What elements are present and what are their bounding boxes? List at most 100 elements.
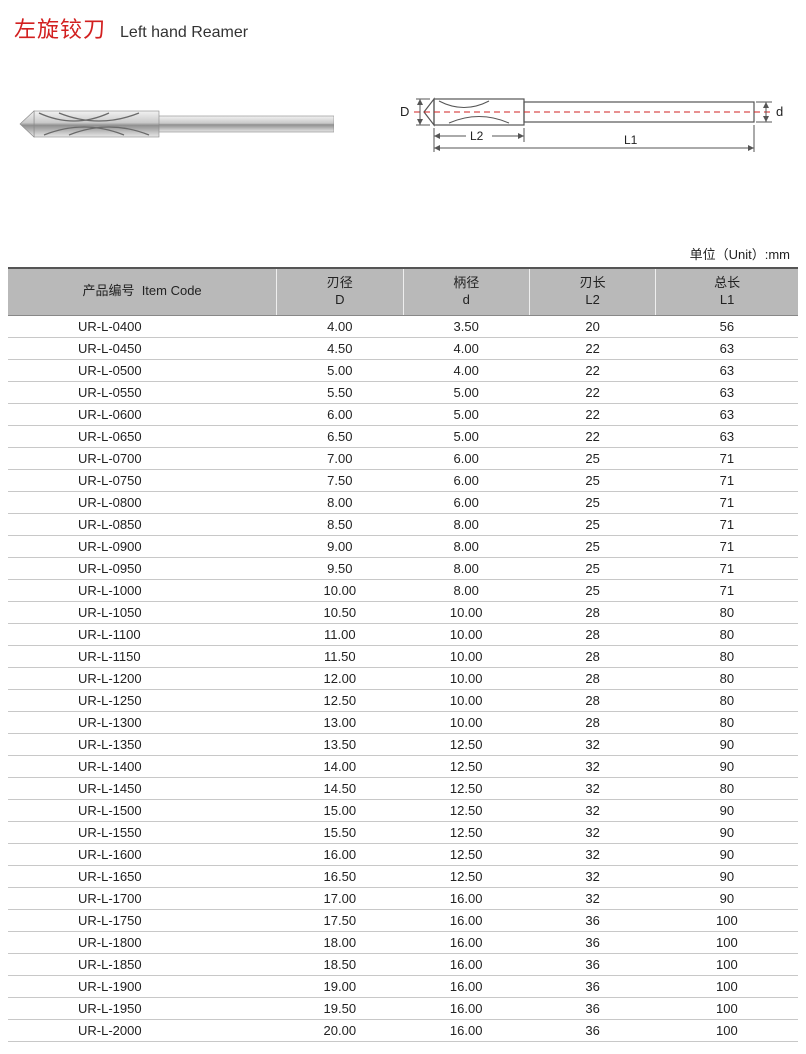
cell-L1: 100 — [656, 975, 798, 997]
table-row: UR-L-05505.505.002263 — [8, 381, 798, 403]
table-row: UR-L-180018.0016.0036100 — [8, 931, 798, 953]
cell-d: 16.00 — [403, 1019, 529, 1041]
cell-code: UR-L-1750 — [8, 909, 277, 931]
cell-D: 11.00 — [277, 623, 403, 645]
cell-code: UR-L-1550 — [8, 821, 277, 843]
label-L2: L2 — [470, 129, 484, 143]
table-row: UR-L-115011.5010.002880 — [8, 645, 798, 667]
cell-d: 6.00 — [403, 447, 529, 469]
cell-L2: 32 — [529, 865, 655, 887]
hdr-L2: 刃长 L2 — [529, 268, 655, 315]
cell-L1: 63 — [656, 403, 798, 425]
cell-code: UR-L-1200 — [8, 667, 277, 689]
cell-code: UR-L-1650 — [8, 865, 277, 887]
hdr-D: 刃径 D — [277, 268, 403, 315]
table-row: UR-L-170017.0016.003290 — [8, 887, 798, 909]
cell-L2: 28 — [529, 711, 655, 733]
table-header: 产品编号 Item Code 刃径 D 柄径 d 刃长 L2 总长 L1 — [8, 268, 798, 315]
cell-L2: 20 — [529, 315, 655, 337]
cell-L2: 22 — [529, 359, 655, 381]
cell-L1: 80 — [656, 689, 798, 711]
cell-L1: 80 — [656, 623, 798, 645]
cell-code: UR-L-1150 — [8, 645, 277, 667]
cell-d: 10.00 — [403, 601, 529, 623]
cell-code: UR-L-0750 — [8, 469, 277, 491]
cell-D: 13.00 — [277, 711, 403, 733]
cell-D: 10.50 — [277, 601, 403, 623]
cell-L1: 100 — [656, 997, 798, 1019]
cell-d: 8.00 — [403, 579, 529, 601]
cell-L2: 32 — [529, 821, 655, 843]
table-row: UR-L-195019.5016.0036100 — [8, 997, 798, 1019]
table-row: UR-L-07007.006.002571 — [8, 447, 798, 469]
table-row: UR-L-200020.0016.0036100 — [8, 1019, 798, 1041]
table-row: UR-L-155015.5012.503290 — [8, 821, 798, 843]
cell-L1: 80 — [656, 667, 798, 689]
cell-L1: 56 — [656, 315, 798, 337]
table-row: UR-L-07507.506.002571 — [8, 469, 798, 491]
table-row: UR-L-09509.508.002571 — [8, 557, 798, 579]
cell-d: 5.00 — [403, 425, 529, 447]
cell-d: 16.00 — [403, 975, 529, 997]
cell-code: UR-L-1300 — [8, 711, 277, 733]
cell-code: UR-L-1500 — [8, 799, 277, 821]
cell-code: UR-L-1100 — [8, 623, 277, 645]
table-row: UR-L-150015.0012.503290 — [8, 799, 798, 821]
cell-code: UR-L-1900 — [8, 975, 277, 997]
title-en: Left hand Reamer — [120, 24, 248, 42]
cell-D: 14.50 — [277, 777, 403, 799]
cell-d: 8.00 — [403, 557, 529, 579]
table-row: UR-L-105010.5010.002880 — [8, 601, 798, 623]
cell-L1: 90 — [656, 865, 798, 887]
cell-d: 3.50 — [403, 315, 529, 337]
cell-L1: 80 — [656, 645, 798, 667]
cell-d: 6.00 — [403, 491, 529, 513]
cell-code: UR-L-1700 — [8, 887, 277, 909]
cell-D: 18.50 — [277, 953, 403, 975]
cell-L2: 25 — [529, 491, 655, 513]
cell-code: UR-L-2000 — [8, 1019, 277, 1041]
cell-D: 8.50 — [277, 513, 403, 535]
cell-L1: 71 — [656, 579, 798, 601]
cell-L1: 71 — [656, 491, 798, 513]
cell-D: 14.00 — [277, 755, 403, 777]
cell-L1: 90 — [656, 733, 798, 755]
table-row: UR-L-110011.0010.002880 — [8, 623, 798, 645]
table-row: UR-L-06506.505.002263 — [8, 425, 798, 447]
cell-D: 5.50 — [277, 381, 403, 403]
table-body: UR-L-04004.003.502056UR-L-04504.504.0022… — [8, 315, 798, 1041]
table-row: UR-L-120012.0010.002880 — [8, 667, 798, 689]
cell-L2: 28 — [529, 601, 655, 623]
table-row: UR-L-175017.5016.0036100 — [8, 909, 798, 931]
spec-table: 产品编号 Item Code 刃径 D 柄径 d 刃长 L2 总长 L1 UR-… — [8, 267, 798, 1042]
cell-D: 6.50 — [277, 425, 403, 447]
cell-d: 4.00 — [403, 359, 529, 381]
page-title-row: 左旋铰刀 Left hand Reamer — [8, 12, 798, 44]
cell-code: UR-L-0600 — [8, 403, 277, 425]
cell-D: 15.00 — [277, 799, 403, 821]
table-row: UR-L-08508.508.002571 — [8, 513, 798, 535]
cell-L2: 28 — [529, 623, 655, 645]
table-row: UR-L-160016.0012.503290 — [8, 843, 798, 865]
cell-code: UR-L-1450 — [8, 777, 277, 799]
cell-d: 12.50 — [403, 799, 529, 821]
cell-d: 12.50 — [403, 733, 529, 755]
cell-D: 16.00 — [277, 843, 403, 865]
cell-D: 9.50 — [277, 557, 403, 579]
cell-L2: 25 — [529, 469, 655, 491]
cell-L1: 80 — [656, 601, 798, 623]
table-row: UR-L-08008.006.002571 — [8, 491, 798, 513]
cell-d: 10.00 — [403, 667, 529, 689]
cell-L1: 90 — [656, 755, 798, 777]
cell-D: 15.50 — [277, 821, 403, 843]
unit-label: 单位（Unit）:mm — [8, 244, 798, 263]
cell-D: 13.50 — [277, 733, 403, 755]
cell-L2: 22 — [529, 381, 655, 403]
cell-L1: 90 — [656, 887, 798, 909]
cell-L1: 71 — [656, 535, 798, 557]
cell-code: UR-L-0400 — [8, 315, 277, 337]
cell-L2: 28 — [529, 689, 655, 711]
cell-D: 19.50 — [277, 997, 403, 1019]
cell-d: 8.00 — [403, 535, 529, 557]
cell-L1: 71 — [656, 469, 798, 491]
